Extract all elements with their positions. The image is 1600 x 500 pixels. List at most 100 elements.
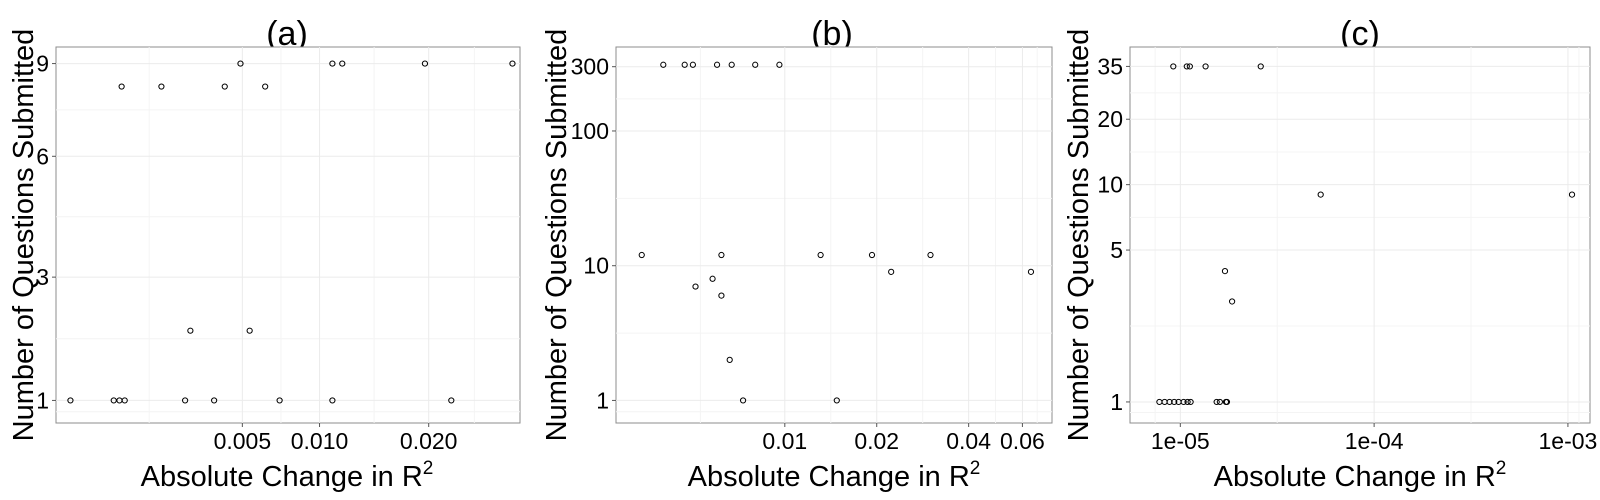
data-point — [1180, 398, 1187, 406]
data-point — [833, 397, 840, 404]
data-point — [739, 397, 747, 404]
data-point — [158, 83, 165, 90]
y-axis-label: Number of Questions Submitted — [1063, 29, 1095, 442]
data-point — [1317, 191, 1324, 198]
data-point — [187, 327, 194, 334]
y-tick-label: 100 — [571, 118, 609, 144]
data-point — [638, 251, 645, 259]
y-tick-label: 1 — [1110, 389, 1123, 415]
data-point — [1027, 268, 1035, 275]
data-point — [211, 397, 218, 404]
points — [638, 61, 1035, 404]
data-point — [1184, 398, 1191, 406]
x-tick-label: 0.02 — [854, 428, 899, 454]
data-point — [339, 60, 346, 67]
x-tick-label: 0.04 — [946, 428, 991, 454]
x-tick-label: 1e-03 — [1539, 428, 1598, 454]
data-point — [67, 397, 74, 404]
data-point — [246, 327, 253, 334]
data-point — [1221, 268, 1229, 275]
data-point — [927, 251, 934, 259]
data-point — [1216, 398, 1223, 406]
data-point — [718, 292, 725, 299]
data-point — [118, 83, 125, 90]
data-point — [1202, 63, 1209, 70]
y-tick-label: 9 — [36, 51, 49, 77]
data-point — [888, 268, 895, 275]
data-point — [1166, 398, 1173, 406]
grid — [1130, 47, 1590, 423]
data-point — [262, 83, 269, 90]
plot-area — [1129, 46, 1591, 424]
data-point — [752, 61, 759, 68]
data-point — [121, 397, 128, 404]
data-point — [692, 283, 699, 290]
data-point — [1187, 398, 1194, 406]
y-tick-label: 10 — [583, 253, 609, 279]
y-axis: 1 5 10 20 35 — [1097, 53, 1130, 415]
data-point — [329, 60, 336, 67]
data-point — [713, 61, 721, 68]
data-point — [276, 397, 283, 404]
y-tick-label: 3 — [36, 264, 49, 290]
y-axis: 1 10 100 300 — [571, 54, 616, 413]
x-tick-label: 0.01 — [762, 428, 807, 454]
data-point — [726, 356, 733, 363]
data-point — [1186, 63, 1193, 70]
x-axis: 0.005 0.010 0.020 — [214, 423, 458, 454]
y-tick-label: 300 — [571, 54, 609, 80]
data-point — [221, 83, 228, 90]
data-point — [1228, 298, 1236, 305]
y-tick-label: 6 — [36, 143, 49, 169]
data-point — [681, 61, 688, 68]
data-point — [448, 397, 455, 404]
x-tick-label: 0.020 — [400, 428, 458, 454]
points — [1156, 63, 1576, 406]
x-tick-label: 0.06 — [1000, 428, 1045, 454]
data-point — [1183, 63, 1190, 70]
x-axis-label: Absolute Change in R2 — [1214, 458, 1507, 493]
data-point — [1568, 191, 1576, 198]
x-axis: 1e-05 1e-04 1e-03 — [1151, 423, 1597, 454]
x-tick-label: 0.010 — [291, 428, 349, 454]
data-point — [110, 397, 117, 404]
data-point — [1170, 63, 1177, 70]
y-axis-label: Number of Questions Submitted — [8, 29, 40, 442]
x-axis-label-superscript: 2 — [423, 458, 434, 479]
y-tick-label: 35 — [1097, 53, 1123, 79]
x-tick-label: 1e-05 — [1151, 428, 1210, 454]
data-point — [1223, 398, 1231, 406]
data-point — [817, 251, 824, 259]
y-tick-label: 10 — [1097, 172, 1123, 198]
x-axis-label: Absolute Change in R2 — [688, 458, 981, 493]
data-point — [237, 60, 244, 67]
data-point — [1213, 398, 1220, 406]
grid — [616, 47, 1052, 423]
data-point — [660, 61, 667, 68]
data-point — [709, 275, 716, 282]
x-axis-label-text: Absolute Change in R — [141, 461, 423, 493]
data-point — [1171, 398, 1178, 406]
y-tick-label: 5 — [1110, 237, 1123, 263]
x-tick-label: 1e-04 — [1345, 428, 1404, 454]
data-point — [689, 61, 696, 68]
x-axis-label-superscript: 2 — [970, 458, 981, 479]
plot-area — [615, 46, 1053, 424]
y-tick-label: 20 — [1097, 106, 1123, 132]
data-point — [1257, 63, 1264, 70]
data-point — [776, 61, 783, 68]
y-tick-label: 1 — [596, 387, 609, 413]
points — [67, 60, 516, 404]
data-point — [509, 60, 516, 67]
x-axis-label-text: Absolute Change in R — [1214, 461, 1496, 493]
x-axis-label-superscript: 2 — [1496, 458, 1507, 479]
data-point — [718, 251, 725, 259]
x-axis-label: Absolute Change in R2 — [141, 458, 434, 493]
x-tick-label: 0.005 — [214, 428, 272, 454]
y-axis-label: Number of Questions Submitted — [541, 29, 573, 442]
y-tick-label: 1 — [36, 387, 49, 413]
